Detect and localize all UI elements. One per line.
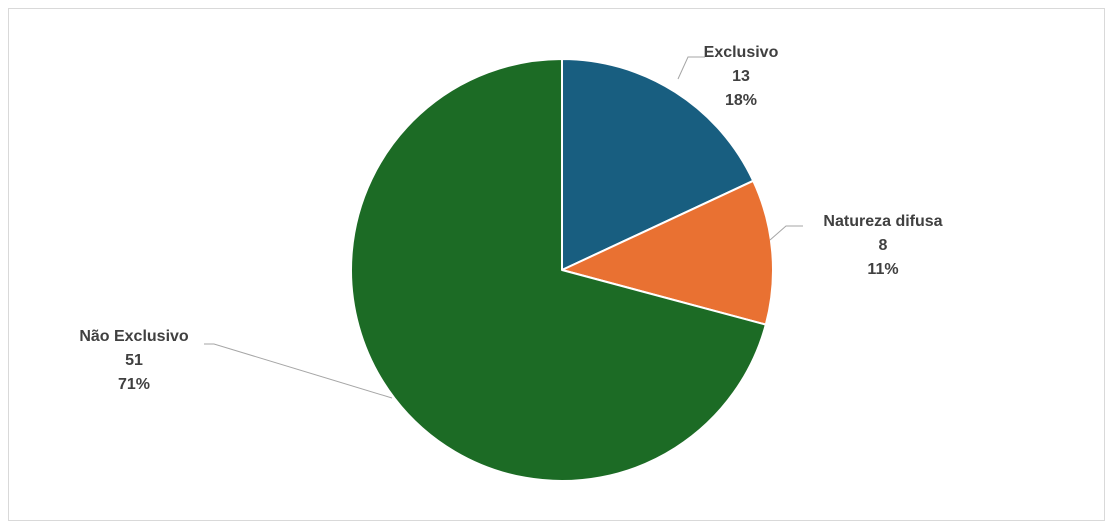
data-label-category: Exclusivo xyxy=(704,44,779,61)
data-label-percent: 71% xyxy=(118,376,150,393)
data-label-category: Não Exclusivo xyxy=(79,328,189,345)
leader-line xyxy=(677,56,705,80)
data-label-value: 51 xyxy=(125,352,143,369)
data-label-category: Natureza difusa xyxy=(823,213,942,230)
data-label-value: 8 xyxy=(879,237,888,254)
data-label-percent: 18% xyxy=(725,92,757,109)
pie-slice-exclusivo xyxy=(561,58,755,271)
data-label-percent: 11% xyxy=(867,261,898,278)
leader-line xyxy=(769,225,803,241)
pie-slices xyxy=(350,58,774,482)
leader-line xyxy=(204,343,393,399)
pie-slice-não-exclusivo xyxy=(350,58,767,482)
data-labels: Exclusivo 13 18% Natureza difusa 8 11% Não Exc… xyxy=(79,44,942,393)
data-label-value: 13 xyxy=(732,68,750,85)
leader-lines xyxy=(204,56,803,399)
pie-slice-natureza-difusa xyxy=(561,179,774,326)
